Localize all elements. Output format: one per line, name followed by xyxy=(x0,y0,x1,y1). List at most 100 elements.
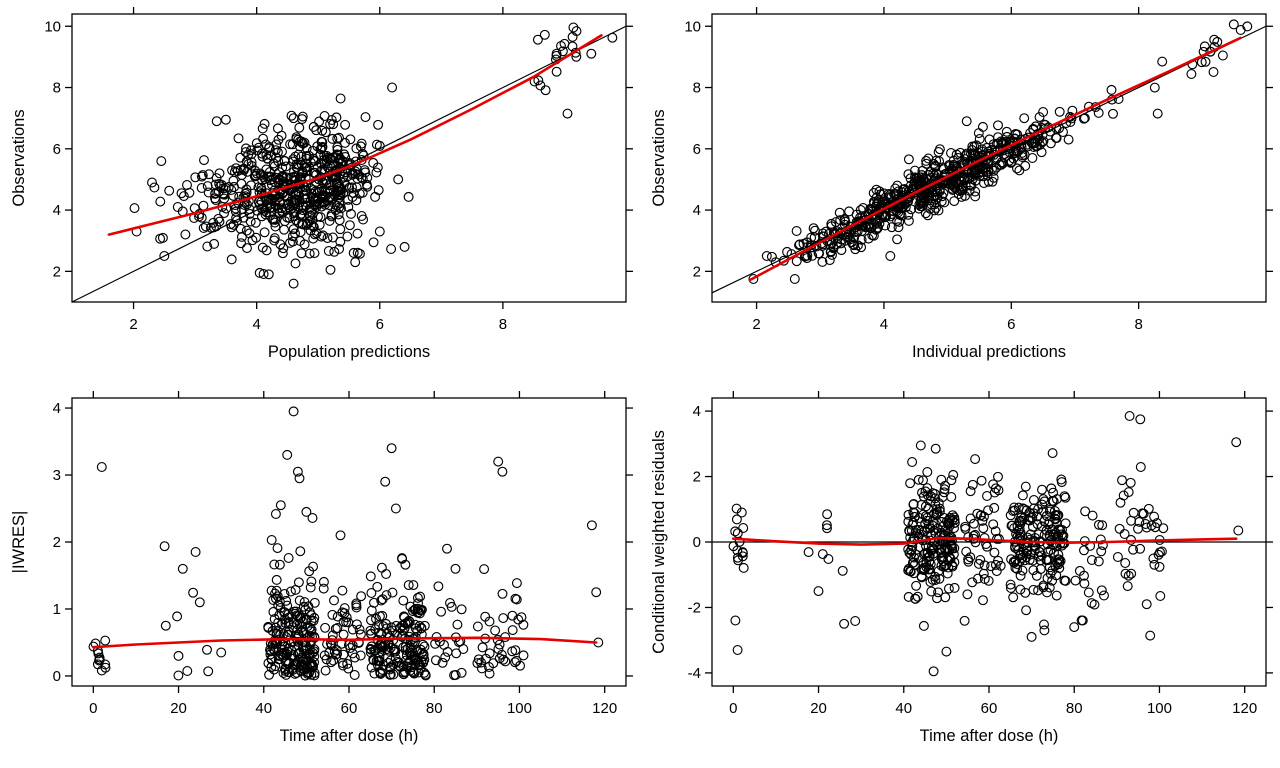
data-point xyxy=(304,644,315,655)
data-point xyxy=(868,230,879,241)
data-point xyxy=(498,613,509,624)
data-point xyxy=(903,154,914,165)
data-point xyxy=(229,181,239,192)
points-layer xyxy=(129,22,618,289)
data-point xyxy=(277,248,288,259)
data-point xyxy=(368,237,379,248)
data-point xyxy=(986,561,997,572)
data-point xyxy=(878,188,889,199)
data-point xyxy=(334,132,344,143)
data-point xyxy=(203,666,214,677)
data-point xyxy=(1025,512,1036,523)
data-point xyxy=(928,168,939,179)
data-point xyxy=(977,121,988,132)
data-point xyxy=(94,655,105,666)
data-point xyxy=(493,456,504,467)
data-point xyxy=(343,201,354,212)
data-point xyxy=(1009,523,1020,534)
data-point xyxy=(172,611,183,622)
data-point xyxy=(293,190,304,201)
data-point xyxy=(1074,565,1085,576)
data-point xyxy=(903,509,914,520)
data-point xyxy=(884,200,895,211)
data-point xyxy=(310,186,321,197)
data-point xyxy=(923,564,934,575)
data-point xyxy=(868,188,879,198)
data-point xyxy=(914,513,925,523)
data-point xyxy=(418,651,429,662)
data-point xyxy=(922,512,933,523)
data-point xyxy=(296,211,307,222)
data-point xyxy=(979,574,990,584)
data-point xyxy=(942,568,953,579)
data-point xyxy=(155,196,166,207)
data-point xyxy=(334,215,345,226)
data-point xyxy=(256,182,267,193)
data-point xyxy=(389,646,400,657)
data-point xyxy=(308,121,319,132)
data-point xyxy=(1120,568,1131,579)
data-point xyxy=(230,206,241,217)
data-point xyxy=(292,162,302,172)
data-point xyxy=(848,239,858,250)
data-point xyxy=(307,209,318,220)
data-point xyxy=(738,562,749,573)
data-point xyxy=(415,591,426,602)
data-point xyxy=(159,541,170,552)
data-point xyxy=(1005,579,1016,590)
data-point xyxy=(992,138,1002,149)
data-point xyxy=(1078,113,1089,124)
data-point xyxy=(1015,527,1026,538)
data-point xyxy=(258,269,269,279)
data-point xyxy=(947,510,958,521)
data-point xyxy=(1114,523,1125,534)
data-point xyxy=(808,223,819,234)
data-point xyxy=(1149,511,1160,522)
data-point xyxy=(1128,507,1139,518)
data-point xyxy=(384,664,395,675)
data-point xyxy=(458,644,469,654)
data-point xyxy=(1228,19,1239,30)
data-point xyxy=(947,543,958,554)
data-point xyxy=(913,474,924,485)
data-point xyxy=(970,454,981,465)
data-point xyxy=(997,158,1008,169)
data-point xyxy=(823,554,834,564)
data-point xyxy=(317,125,328,136)
data-point xyxy=(219,189,230,200)
data-point xyxy=(387,587,398,598)
data-point xyxy=(1122,581,1133,592)
data-point xyxy=(202,241,213,252)
data-point xyxy=(1141,599,1152,610)
data-point xyxy=(173,650,184,661)
data-point xyxy=(366,588,377,598)
data-point xyxy=(510,657,520,668)
data-point xyxy=(1093,107,1104,118)
data-point xyxy=(394,660,405,671)
data-point xyxy=(241,143,251,154)
data-point xyxy=(360,167,371,178)
data-point xyxy=(977,164,988,175)
data-point xyxy=(194,597,205,608)
data-point xyxy=(449,670,460,681)
data-point xyxy=(415,644,426,655)
data-point xyxy=(916,170,927,181)
data-point xyxy=(1046,483,1057,494)
data-point xyxy=(365,643,376,654)
y-tick-label: 0 xyxy=(693,534,701,551)
data-point xyxy=(930,162,941,172)
identity-line xyxy=(71,25,627,303)
data-point xyxy=(835,215,846,226)
data-point xyxy=(732,545,743,556)
data-point xyxy=(931,190,941,200)
data-point xyxy=(1043,546,1053,557)
data-point xyxy=(314,219,325,230)
data-point xyxy=(301,506,312,517)
data-point xyxy=(1087,510,1098,521)
y-tick-label: 6 xyxy=(693,141,701,158)
data-point xyxy=(1008,556,1019,567)
data-point xyxy=(918,564,929,575)
data-point xyxy=(1119,529,1130,539)
data-point xyxy=(1117,475,1127,486)
data-point xyxy=(1017,147,1028,158)
